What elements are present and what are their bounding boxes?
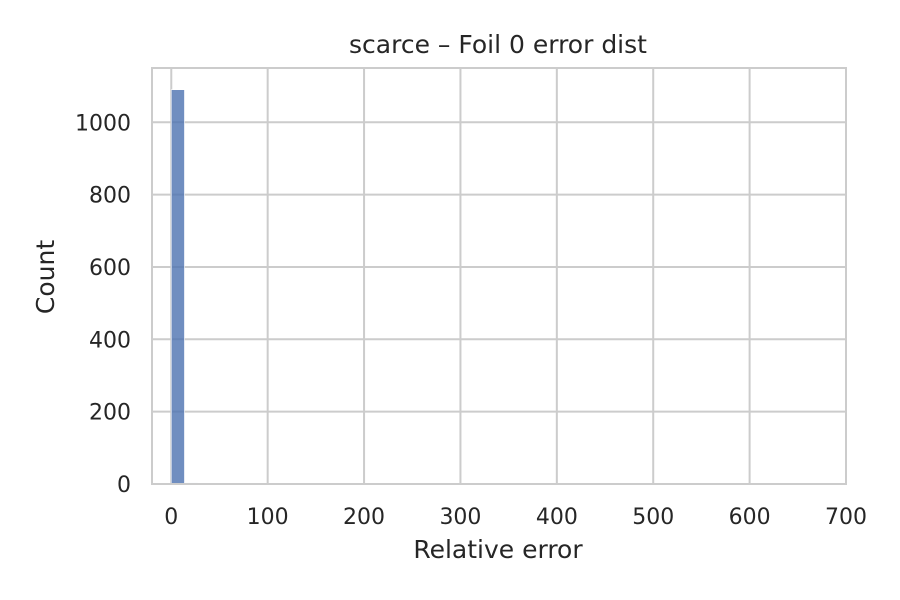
x-tick-label: 0 [164, 505, 178, 530]
plot-frame [151, 67, 847, 485]
histogram-bar [170, 89, 185, 485]
x-tick-labels: 0 100 200 300 400 500 600 700 [164, 505, 867, 530]
x-axis-label: Relative error [413, 535, 583, 564]
x-tick-label: 600 [729, 505, 771, 530]
y-tick-label: 600 [89, 256, 131, 281]
y-axis-label: Count [31, 240, 60, 314]
x-tick-label: 500 [632, 505, 674, 530]
chart-title: scarce – Foil 0 error dist [349, 30, 647, 59]
y-tick-label: 400 [89, 328, 131, 353]
y-tick-label: 1000 [75, 111, 131, 136]
y-tick-labels: 0 200 400 600 800 1000 [75, 111, 131, 498]
x-tick-label: 200 [343, 505, 385, 530]
y-tick-label: 0 [117, 473, 131, 498]
x-tick-label: 400 [536, 505, 578, 530]
x-tick-label: 300 [439, 505, 481, 530]
x-tick-label: 700 [825, 505, 867, 530]
x-tick-label: 100 [247, 505, 289, 530]
y-tick-label: 800 [89, 184, 131, 209]
y-tick-label: 200 [89, 401, 131, 426]
